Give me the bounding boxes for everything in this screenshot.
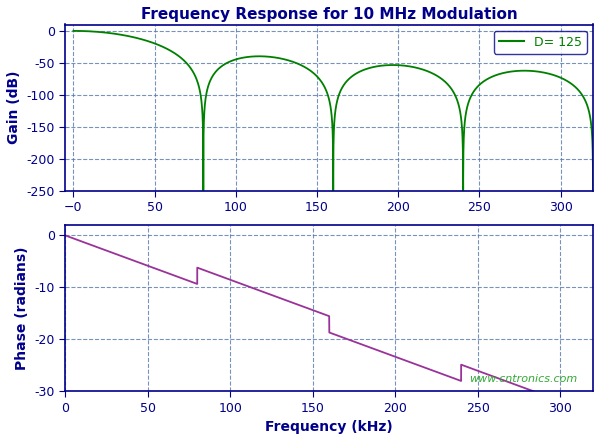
Title: Frequency Response for 10 MHz Modulation: Frequency Response for 10 MHz Modulation (141, 7, 518, 22)
Y-axis label: Gain (dB): Gain (dB) (7, 71, 21, 144)
X-axis label: Frequency (kHz): Frequency (kHz) (265, 420, 393, 434)
Y-axis label: Phase (radians): Phase (radians) (15, 247, 29, 370)
Legend: D= 125: D= 125 (494, 31, 587, 54)
Text: www.cntronics.com: www.cntronics.com (469, 374, 577, 385)
